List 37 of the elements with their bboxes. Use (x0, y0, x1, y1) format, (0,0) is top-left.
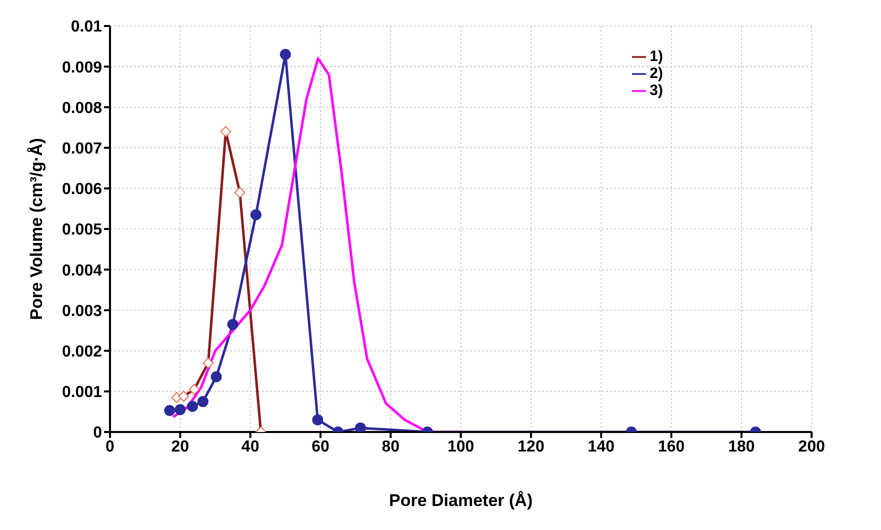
y-tick-label: 0 (93, 424, 102, 442)
legend-label: 1) (650, 48, 663, 65)
point (354, 422, 366, 432)
x-tick-label: 40 (241, 438, 260, 456)
y-tick-label: 0.002 (62, 343, 102, 360)
y-tick-label: 0.007 (62, 140, 102, 158)
y-axis-title: Pore Volume (cm³/g·Å) (27, 138, 46, 320)
point (227, 318, 238, 330)
legend-label: 2) (650, 65, 663, 82)
point (280, 48, 291, 60)
x-tick-label: 160 (658, 438, 685, 456)
x-tick-label: 60 (312, 438, 330, 456)
x-tick-label: 100 (447, 438, 474, 456)
x-tick-label: 120 (518, 438, 544, 456)
y-tick-label: 0.01 (70, 18, 102, 36)
legend-label: 3) (650, 82, 663, 99)
point (210, 371, 222, 382)
y-tick-label: 0.008 (62, 100, 102, 117)
y-tick-label: 0.006 (62, 181, 102, 198)
x-tick-label: 80 (382, 438, 400, 456)
point (197, 396, 208, 408)
point (186, 400, 198, 412)
x-axis-title: Pore Diameter (Å) (389, 491, 533, 510)
x-tick-label: 140 (588, 438, 615, 456)
x-tick-label: 20 (171, 438, 190, 456)
point (312, 414, 324, 426)
y-tick-label: 0.005 (62, 222, 102, 239)
y-tick-label: 0.001 (62, 384, 102, 402)
x-tick-label: 200 (798, 438, 826, 456)
x-tick-label: 0 (106, 438, 115, 456)
point (174, 404, 186, 416)
y-tick-label: 0.003 (62, 302, 102, 320)
x-tick-label: 180 (728, 438, 755, 456)
y-tick-label: 0.009 (62, 59, 102, 76)
point (250, 209, 262, 220)
point (164, 404, 176, 416)
y-tick-label: 0.004 (62, 262, 102, 280)
